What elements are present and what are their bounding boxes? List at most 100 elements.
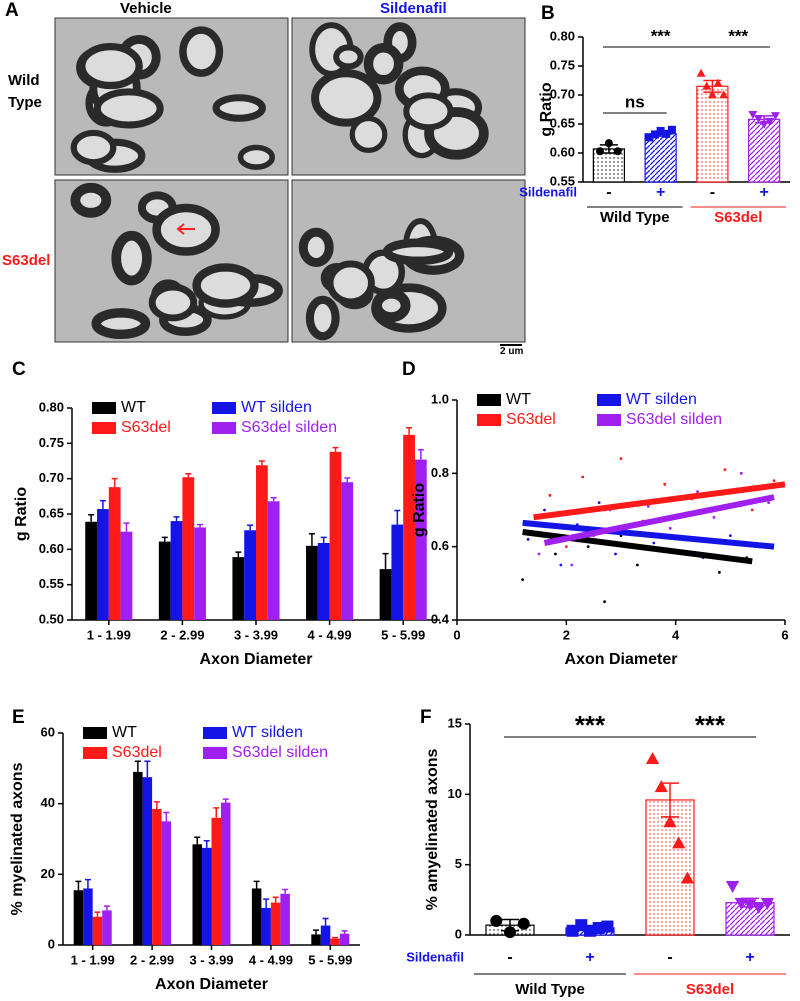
bar [270,902,281,945]
legend-label: WT [506,391,531,408]
x-tick-label: 5 - 5.99 [308,952,352,967]
error-bar [134,760,141,772]
bar [73,890,84,945]
bar [83,888,93,945]
axon [326,260,375,306]
y-tick-label: 0.80 [39,399,64,414]
legend-swatch [597,414,621,426]
axon [212,94,266,122]
category-label: - [507,949,512,966]
legend-label: S63del silden [241,419,337,436]
legend-swatch [203,747,227,759]
category-label: + [759,184,768,201]
error-bar [253,880,260,889]
error-bar [313,929,320,935]
legend-swatch [477,394,501,406]
legend-label: WT [121,399,146,416]
data-point [613,147,622,156]
scatter-point [696,490,699,494]
y-tick-label: 0.50 [39,611,64,626]
scatter-point [521,578,524,582]
scatter-point [570,563,574,567]
y-tick-label: 1.0 [431,391,449,406]
y-tick-label: 0.70 [550,86,575,101]
scatter-point [636,563,639,567]
error-bar [94,911,101,917]
bar [161,821,172,945]
y-tick-label: 0.60 [550,144,575,159]
category-title: Sildenafil [406,949,464,964]
x-tick-label: 1 - 1.99 [87,627,131,642]
axon [363,43,404,85]
data-point [650,130,659,139]
group-label: Wild Type [515,981,585,998]
scatter-point [537,552,541,556]
data-point [702,81,712,90]
error-bar [332,936,339,939]
bar [158,541,171,620]
error-bar [75,880,82,891]
legend-swatch [83,727,107,739]
error-bar [84,878,91,889]
error-bar [394,509,401,525]
bar [108,487,121,620]
legend-label: WT silden [232,724,303,741]
x-tick-label: 2 - 2.99 [130,952,174,967]
axon [311,69,382,127]
scatter-point [728,534,732,538]
y-tick-label: 0.65 [550,115,575,130]
group-label: Wild Type [600,209,670,226]
x-tick-label: 3 - 3.99 [189,952,233,967]
error-bar [203,840,210,848]
data-point [748,110,758,119]
y-tick-label: 0.4 [431,611,450,626]
scatter-point [597,501,601,505]
scatter-point [668,526,672,530]
axon [333,44,364,70]
bar [232,557,245,620]
error-bar [213,807,220,818]
axon [382,238,454,266]
y-tick-label: 0.6 [431,538,449,553]
y-tick-label: 0.80 [550,28,575,43]
scatter-point [767,501,770,505]
error-bar [382,552,389,570]
data-point [754,115,763,123]
error-bar [88,513,95,522]
data-point [601,920,614,933]
y-tick-label: 0.8 [431,465,449,480]
y-tick-label: 15 [448,715,462,730]
axon [91,308,151,340]
legend-label: S63del [506,411,556,428]
y-tick-label: 20 [41,866,55,881]
y-tick-label: 0.70 [39,470,64,485]
legend-swatch [203,727,227,739]
arrow [176,223,195,235]
error-bar [270,496,277,502]
error-bar [247,524,254,531]
legend-swatch [477,414,501,426]
y-tick-label: 40 [41,795,55,810]
axon [179,26,224,77]
error-bar [263,898,270,908]
legend-swatch [212,422,236,434]
legend-label: S63del [112,744,162,761]
scatter-point [564,545,568,549]
scatter-point [723,468,727,472]
axon [78,43,143,90]
legend-label: S63del [121,419,171,436]
x-tick-label: 5 - 5.99 [381,627,425,642]
bar [221,802,231,945]
error-bar [322,917,329,926]
data-point [765,117,775,126]
x-tick-label: 3 - 3.99 [234,627,278,642]
bar [391,524,404,620]
significance-label: ns [625,92,645,111]
bar [182,477,195,620]
axon [305,295,340,341]
legend-label: S63del silden [626,411,722,428]
legend-swatch [92,402,116,414]
significance-label: *** [728,26,748,45]
axon [148,283,198,322]
